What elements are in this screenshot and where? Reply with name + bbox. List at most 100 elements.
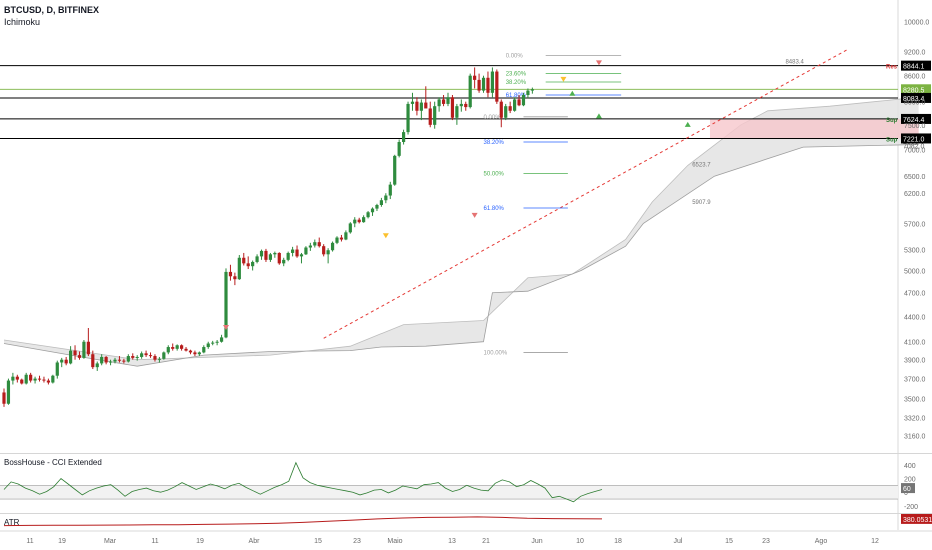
trend-line: [323, 49, 848, 339]
candle-body: [175, 345, 179, 349]
signal-triangle-6: [684, 121, 691, 127]
level-price-tag-0: [901, 60, 931, 71]
candle-body: [251, 261, 255, 267]
candle-body: [508, 106, 512, 111]
candle-body: [42, 379, 46, 381]
level-price-label-1: 8280.5: [903, 87, 925, 94]
candle-body: [69, 350, 73, 364]
candle-body: [104, 356, 108, 363]
cci-band: [0, 485, 898, 500]
candle-body: [473, 75, 477, 80]
candle-body: [450, 97, 455, 118]
x-tick-label: 19: [196, 538, 204, 545]
y-tick-label: 8000.0: [904, 100, 926, 107]
y-tick-label: 4100.0: [904, 340, 926, 347]
candle-body: [82, 341, 86, 358]
signal-triangle-1: [382, 233, 389, 239]
candle-body: [486, 77, 490, 93]
candle-body: [277, 252, 281, 264]
y-tick-label: 3160.0: [904, 433, 926, 440]
candle-body: [180, 345, 184, 349]
candle-body: [255, 256, 259, 262]
level-price-tag-4: [901, 133, 931, 144]
candle-body: [517, 99, 521, 106]
y-tick-label: 3900.0: [904, 358, 926, 365]
candle-body: [171, 347, 175, 349]
candle-body: [490, 71, 494, 93]
ichimoku-legend: Ichimoku: [4, 17, 41, 27]
level-price-tag-1: [901, 84, 931, 95]
cci-y-tick-label: 200: [904, 476, 916, 483]
level-tag-0: Res: [886, 65, 898, 71]
fib-left-label-3: 61.80%: [506, 93, 527, 99]
candle-body: [362, 217, 366, 223]
level-price-label-3: 7624.4: [903, 117, 925, 124]
atr-value-tag: [901, 513, 932, 524]
candle-body: [366, 212, 370, 218]
candle-body: [86, 341, 90, 355]
candle-body: [215, 341, 219, 343]
x-tick-label: Jul: [674, 538, 683, 545]
candle-body: [6, 380, 11, 404]
candle-body: [11, 376, 15, 381]
candle-body: [335, 237, 339, 243]
candle-body: [2, 392, 6, 404]
candle-body: [521, 94, 526, 106]
candle-body: [344, 232, 348, 240]
candle-body: [46, 380, 50, 383]
x-tick-label: 11: [151, 538, 158, 545]
y-tick-label: 5700.0: [904, 221, 926, 228]
y-tick-label: 5300.0: [904, 248, 926, 255]
cci-y-tick-label: -200: [904, 504, 918, 511]
candle-body: [193, 352, 197, 355]
candle-body: [397, 142, 401, 156]
candle-body: [464, 103, 468, 108]
candle-body: [233, 276, 237, 280]
candle-body: [20, 379, 24, 384]
level-price-tag-3: [901, 113, 931, 124]
candle-body: [530, 89, 534, 91]
x-tick-label: 18: [614, 538, 622, 545]
x-tick-label: Ago: [815, 538, 828, 545]
candle-body: [415, 101, 419, 111]
candle-body: [388, 184, 392, 196]
candle-body: [304, 247, 308, 255]
candle-body: [513, 99, 517, 111]
fib-left-label-1: 23.60%: [506, 72, 527, 78]
candle-body: [153, 356, 157, 360]
ichimoku-cloud: [4, 97, 919, 367]
fib-right-label-2: 50.00%: [484, 171, 505, 177]
candle-body: [126, 356, 130, 362]
candle-body: [100, 356, 104, 364]
candle-body: [237, 257, 241, 280]
candle-body: [326, 250, 330, 255]
atr-line: [3, 516, 603, 527]
fib-left-label-2: 38.20%: [506, 80, 527, 86]
x-tick-label: 21: [482, 538, 490, 545]
x-tick-label: 23: [762, 538, 770, 545]
cci-y-tick-label: 0: [904, 490, 908, 497]
fib-right-label-4: 100.00%: [484, 350, 508, 356]
candle-body: [379, 200, 383, 205]
fib-left-label-0: 0.00%: [506, 53, 524, 59]
candle-body: [410, 101, 415, 104]
x-tick-label: Mar: [104, 538, 117, 545]
cci-value-tag: [901, 483, 915, 494]
candle-body: [353, 219, 357, 224]
candle-body: [459, 103, 463, 107]
candle-body: [348, 223, 352, 233]
level-price-label-2: 8083.4: [903, 96, 925, 103]
candle-body: [282, 259, 286, 264]
candle-body: [433, 106, 437, 125]
candle-body: [268, 254, 272, 260]
x-tick-label: 15: [725, 538, 733, 545]
y-tick-label: 10000.0: [904, 20, 929, 27]
cci-value-label: 60: [903, 486, 911, 493]
candle-body: [477, 79, 481, 91]
candle-body: [148, 355, 153, 357]
candle-body: [131, 356, 135, 358]
candle-body: [322, 246, 326, 255]
candle-body: [211, 342, 215, 344]
candle-body: [499, 101, 503, 118]
